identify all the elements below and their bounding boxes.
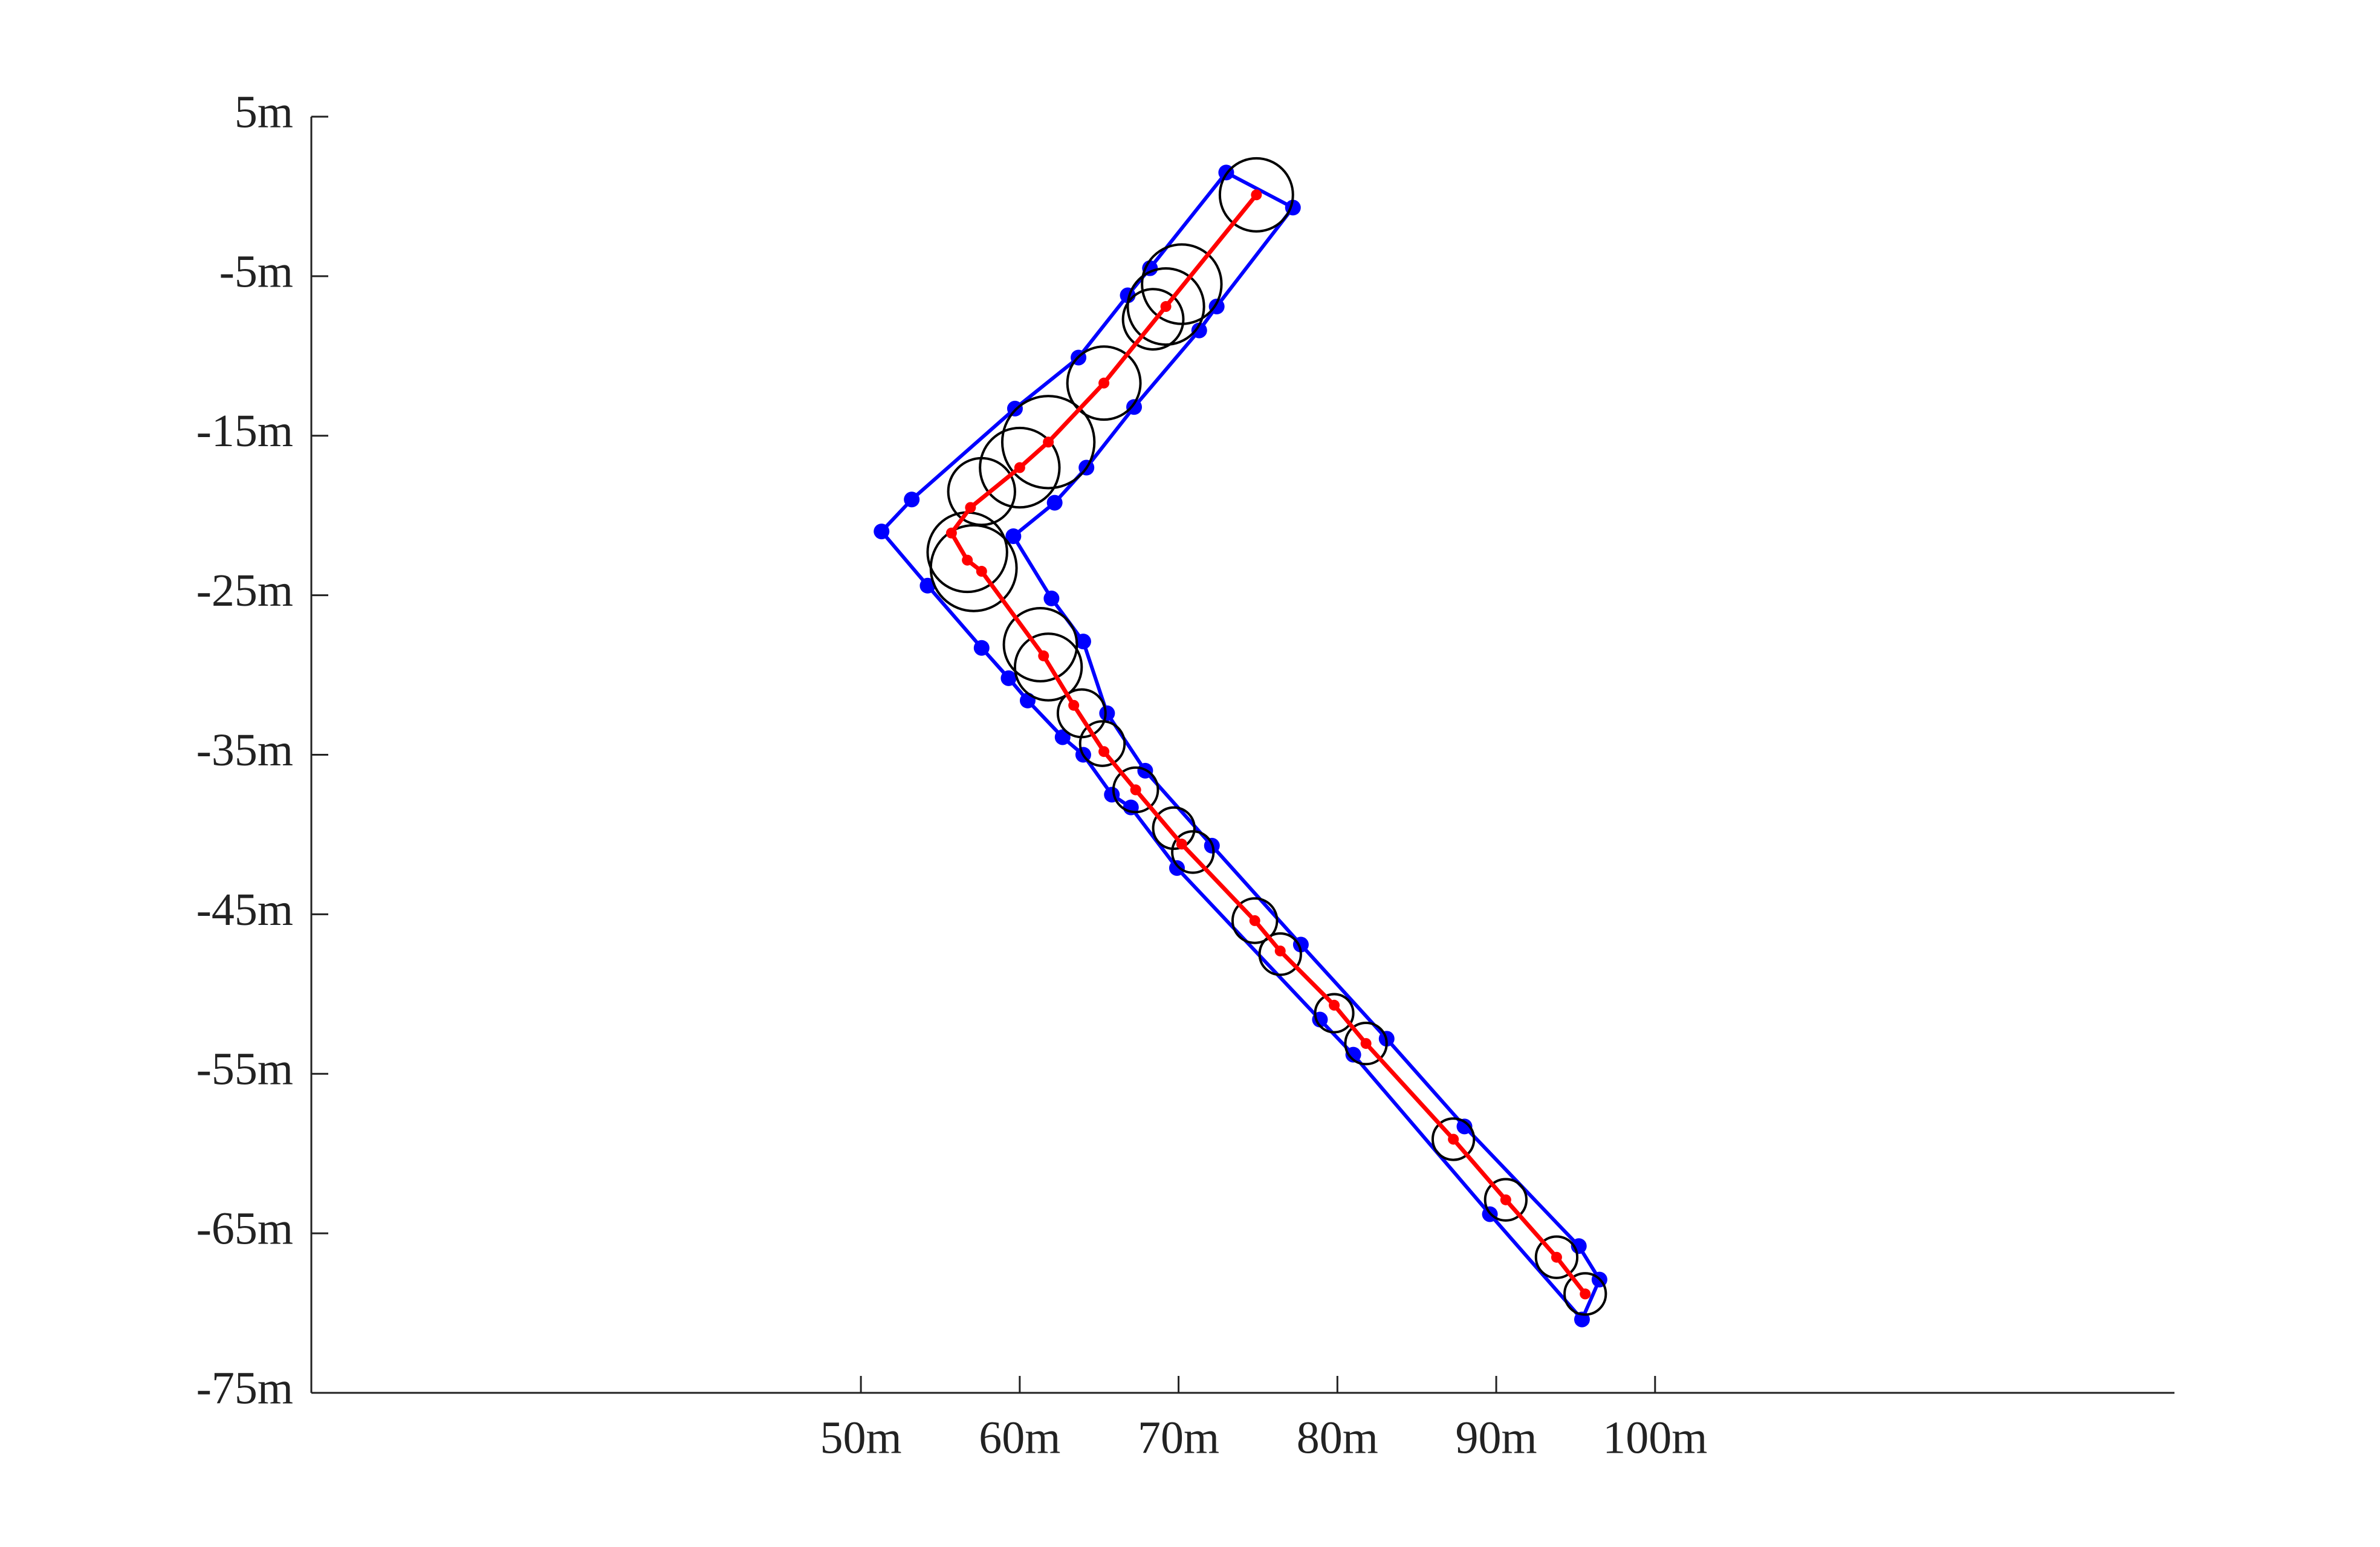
range-circle: [1534, 1235, 1579, 1279]
boundary-point: [1345, 1046, 1361, 1063]
center-point: [1160, 301, 1172, 313]
range-circle: [1141, 243, 1223, 325]
range-circle: [1483, 1178, 1528, 1222]
center-point: [1098, 377, 1110, 389]
center-point: [1500, 1194, 1511, 1205]
boundary-point: [973, 640, 990, 656]
y-tick-label: -25m: [196, 565, 293, 616]
boundary-point: [1000, 670, 1017, 686]
boundary-point: [1046, 495, 1063, 511]
center-point: [1580, 1288, 1591, 1300]
range-circle: [1171, 830, 1215, 874]
center-point: [962, 554, 973, 566]
boundary-point: [1099, 705, 1115, 721]
x-tick-label: 60m: [979, 1412, 1060, 1463]
y-tick-label: 5m: [235, 86, 293, 137]
range-circle: [1066, 345, 1142, 421]
x-tick-label: 80m: [1297, 1412, 1378, 1463]
range-circle: [1013, 632, 1083, 702]
boundary-point: [874, 524, 890, 540]
boundary-point: [1456, 1118, 1473, 1135]
range-circle: [1231, 897, 1279, 944]
y-tick-label: -75m: [196, 1363, 293, 1413]
boundary-point: [904, 491, 920, 508]
boundary-point: [1075, 634, 1091, 650]
range-circle: [1563, 1272, 1607, 1316]
range-circle: [1121, 288, 1185, 351]
center-point: [1043, 436, 1054, 448]
y-tick-label: -15m: [196, 406, 293, 456]
y-tick-label: -45m: [196, 884, 293, 935]
center-point: [976, 566, 987, 577]
center-point: [1068, 699, 1080, 711]
center-point: [1130, 784, 1141, 796]
boundary-point: [1169, 860, 1185, 876]
x-tick-label: 90m: [1456, 1412, 1537, 1463]
boundary-point: [1054, 729, 1071, 745]
range-circle: [1002, 606, 1078, 683]
boundary-point: [1104, 786, 1120, 803]
range-circle: [1258, 932, 1302, 976]
boundary-point: [1191, 322, 1207, 339]
center-point: [1448, 1133, 1459, 1145]
center-point: [945, 527, 957, 539]
y-tick-label: -35m: [196, 725, 293, 776]
boundary-point: [1005, 528, 1022, 544]
range-circle: [1218, 157, 1294, 233]
center-point: [1329, 999, 1340, 1011]
x-tick-label: 70m: [1138, 1412, 1219, 1463]
center-point: [965, 502, 976, 513]
center-point: [1249, 915, 1260, 926]
y-tick-label: -5m: [219, 246, 293, 297]
center-point: [1098, 746, 1110, 757]
boundary-point: [1126, 399, 1143, 415]
center-path: [949, 193, 1587, 1296]
boundary-point: [1007, 400, 1023, 417]
range-circle: [1344, 1021, 1388, 1066]
center-point: [1251, 189, 1262, 201]
range-circle: [1314, 993, 1355, 1034]
range-circle: [1152, 806, 1196, 851]
center-point: [1551, 1251, 1562, 1263]
y-tick-label: -55m: [196, 1044, 293, 1095]
boundary-point: [1019, 692, 1036, 709]
center-point: [1176, 838, 1187, 850]
range-circle: [1000, 395, 1096, 490]
range-circle: [1126, 267, 1205, 346]
center-point: [1274, 945, 1286, 957]
boundary-point: [1043, 590, 1060, 606]
range-circle: [1431, 1117, 1476, 1161]
range-circle: [1112, 766, 1159, 814]
range-circle: [979, 426, 1061, 509]
boundary: [880, 170, 1601, 1322]
boundary-point: [919, 577, 936, 594]
center-point: [1014, 462, 1025, 473]
range-circle: [929, 524, 1018, 612]
range-circle: [1078, 720, 1126, 767]
y-tick-label: -65m: [196, 1204, 293, 1254]
center-point: [1038, 650, 1049, 661]
x-tick-label: 100m: [1603, 1412, 1707, 1463]
center-point: [1360, 1038, 1372, 1049]
x-tick-label: 50m: [820, 1412, 902, 1463]
